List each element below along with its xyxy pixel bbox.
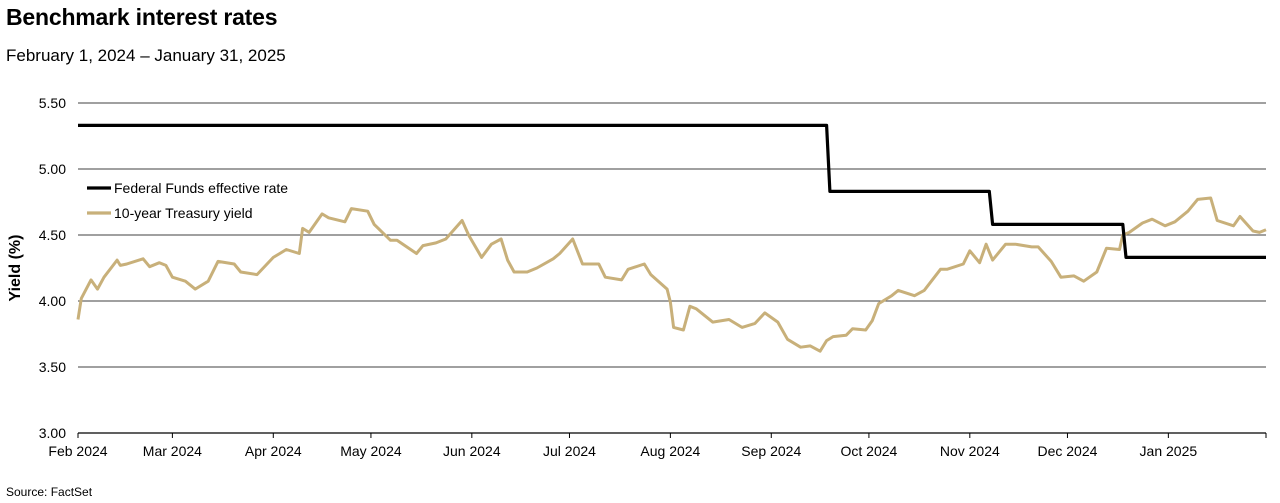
x-tick-label: Aug 2024 (640, 443, 700, 459)
series-lines (76, 123, 1267, 353)
y-tick-label: 3.00 (39, 425, 66, 441)
x-tick-label: Mar 2024 (143, 443, 202, 459)
y-axis-label: Yield (%) (7, 235, 24, 302)
chart-title: Benchmark interest rates (6, 4, 278, 30)
y-tick-label: 5.00 (39, 161, 66, 177)
x-tick-label: Jan 2025 (1140, 443, 1198, 459)
treasury-yield-line (76, 196, 1267, 353)
x-tick-label: Apr 2024 (245, 443, 302, 459)
x-tick-label: Sep 2024 (741, 443, 801, 459)
x-tick-label: Feb 2024 (48, 443, 107, 459)
y-tick-label: 3.50 (39, 359, 66, 375)
x-tick-label: May 2024 (340, 443, 402, 459)
x-tick-label: Nov 2024 (940, 443, 1000, 459)
legend-label: Federal Funds effective rate (114, 180, 288, 196)
x-axis: Feb 2024 Mar 2024 Apr 2024 May 2024 Jun 2024… (48, 433, 1267, 459)
x-tick-label: Jun 2024 (443, 443, 501, 459)
y-tick-label: 4.50 (39, 227, 66, 243)
source-note: Source: FactSet (6, 485, 93, 499)
y-tick-label: 5.50 (39, 95, 66, 111)
fed-funds-rate-line (78, 123, 1266, 259)
line-chart: 3.00 3.50 4.00 4.50 5.00 5.50 Yield (%) Feb 2… (7, 95, 1267, 459)
x-tick-label: Oct 2024 (841, 443, 898, 459)
y-axis-ticks: 3.00 3.50 4.00 4.50 5.00 5.50 (39, 95, 66, 441)
gridlines (78, 102, 1266, 434)
chart-subtitle: February 1, 2024 – January 31, 2025 (6, 46, 286, 65)
x-tick-label: Dec 2024 (1037, 443, 1097, 459)
legend-label: 10-year Treasury yield (114, 205, 253, 221)
y-tick-label: 4.00 (39, 293, 66, 309)
x-tick-label: Jul 2024 (543, 443, 596, 459)
legend: Federal Funds effective rate 10-year Trea… (87, 180, 288, 221)
